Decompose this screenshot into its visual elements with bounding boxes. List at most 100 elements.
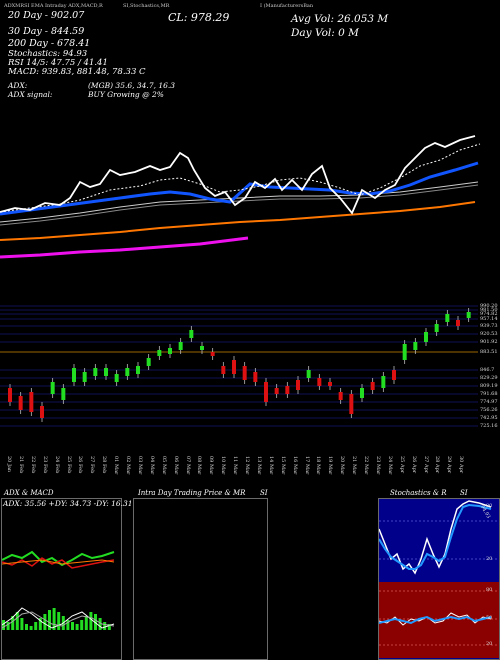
intraday-title-suffix: SI	[260, 489, 268, 497]
candle-body	[29, 392, 34, 412]
candle-body	[402, 344, 407, 360]
adx-macd-panel	[1, 498, 122, 660]
header-company: I (ManufacturersBan	[260, 3, 314, 9]
sma200-line	[0, 236, 249, 259]
candle-body	[285, 386, 290, 394]
macd-histogram-bar	[20, 618, 24, 630]
date-label: 13 Mar	[255, 456, 262, 475]
candle-body	[445, 314, 450, 322]
macd-histogram-bar	[43, 614, 47, 630]
macd-histogram-bar	[38, 618, 42, 630]
price-level-label: 774.97	[480, 399, 498, 405]
rsi-lines	[379, 590, 499, 646]
header-indicator-list-2: SI,Stochastics,MR	[123, 3, 170, 9]
sma30-value: 30 Day - 844.59	[8, 26, 85, 37]
candle-body	[466, 312, 471, 318]
adx-label: ADX:	[8, 81, 28, 90]
price-level-label: 809.19	[480, 383, 498, 389]
price-level-label: 756.26	[480, 407, 498, 413]
candle-body	[232, 360, 236, 374]
date-label: 02 Mar	[125, 456, 131, 475]
date-axis: 20 Jan 21 Feb 22 Feb 23 Feb 24 Feb 25 Feb 26 F…	[0, 452, 480, 492]
candle-body	[8, 388, 12, 402]
macd-histogram-bar	[80, 620, 84, 630]
candle-body	[242, 366, 247, 380]
macd-histogram-bar	[25, 624, 28, 630]
candle-body	[317, 378, 322, 386]
close-price: CL: 978.29	[168, 11, 230, 24]
price-level-label: 901.92	[480, 339, 498, 345]
macd-histogram	[2, 607, 115, 630]
rsi-value: RSI 14/5: 47.75 / 41.41	[8, 58, 108, 68]
candle-body	[381, 376, 386, 388]
candle-body	[200, 346, 204, 350]
candle-body	[178, 342, 183, 350]
price-level-label: 829.29	[480, 375, 498, 381]
date-label: 25 Feb	[65, 456, 72, 474]
price-level-label: 846.7	[480, 367, 495, 373]
price-level-label: 981.50	[480, 307, 498, 313]
candle-body	[221, 366, 226, 374]
macd-histogram-bar	[15, 612, 19, 630]
candle-body	[456, 320, 460, 326]
date-label: 18 Mar	[315, 456, 322, 475]
price-level-label: 791.68	[480, 391, 498, 397]
adx-readout: ADX: 35.56 +DY: 34.73 -DY: 16.31	[3, 499, 133, 508]
candle-body	[82, 372, 87, 382]
price-level-label: 883.51	[480, 349, 498, 355]
date-label: 19 Mar	[327, 456, 334, 475]
candle-body	[253, 372, 258, 382]
date-label: 08 Mar	[196, 456, 203, 475]
candle-body	[424, 332, 428, 342]
date-label: 25 Apr	[398, 456, 405, 474]
adx-lines	[2, 550, 115, 569]
candle-body	[434, 324, 439, 332]
ema20-value: 20 Day - 902.07	[8, 10, 85, 21]
candlestick-svg	[0, 305, 478, 427]
date-label: 24 Mar	[386, 456, 393, 475]
date-label: 26 Apr	[410, 456, 417, 474]
macd-histogram-bar	[75, 624, 79, 630]
date-label: 30 Apr	[458, 456, 465, 474]
date-label: 26 Feb	[77, 456, 84, 474]
candle-body	[18, 396, 23, 410]
price-level-label: 725.16	[480, 423, 498, 429]
ema-fast-line	[0, 161, 479, 216]
date-label: 21 Feb	[17, 456, 24, 474]
sma200-value: 200 Day - 678.41	[8, 38, 91, 49]
rsi-level-20: 20	[486, 641, 493, 647]
date-label: 17 Mar	[303, 456, 310, 475]
intraday-panel	[133, 498, 268, 660]
stochastics-title-suffix: SI	[460, 489, 468, 497]
date-label: 01 Mar	[113, 456, 120, 475]
candle-body	[168, 348, 172, 354]
date-label: 23 Mar	[374, 456, 381, 475]
stochastics-title: Stochastics & R	[390, 489, 447, 497]
candle-body	[328, 382, 332, 386]
candle-body	[413, 342, 418, 350]
adx-values: (MGB) 35.6, 34.7, 16.3	[88, 81, 176, 90]
average-volume: Avg Vol: 26.053 M	[291, 13, 389, 25]
candle-body	[157, 350, 162, 356]
rsi-level-50: 50	[486, 615, 493, 621]
macd-histogram-bar	[89, 612, 93, 630]
stochastics-level-20: 20	[486, 556, 493, 562]
price-level-label: 957.14	[480, 316, 498, 322]
candle-body	[61, 388, 66, 400]
macd-histogram-bar	[2, 620, 5, 630]
candle-body	[274, 388, 279, 394]
candle-body	[93, 368, 98, 376]
sma-slow-line	[0, 201, 476, 241]
date-label: 20 Jan	[6, 456, 12, 473]
date-label: 27 Feb	[89, 456, 96, 474]
date-label: 21 Mar	[351, 456, 358, 475]
date-label: 03 Mar	[136, 456, 143, 475]
candle-body	[210, 352, 215, 356]
stochastics-level-80: 80	[486, 503, 493, 509]
price-level-label: 920.53	[480, 331, 498, 337]
sma50-line	[0, 181, 479, 223]
candle-body	[306, 370, 311, 378]
day-volume: Day Vol: 0 M	[291, 27, 359, 39]
candle-body	[136, 366, 140, 374]
macd-histogram-bar	[107, 624, 111, 630]
